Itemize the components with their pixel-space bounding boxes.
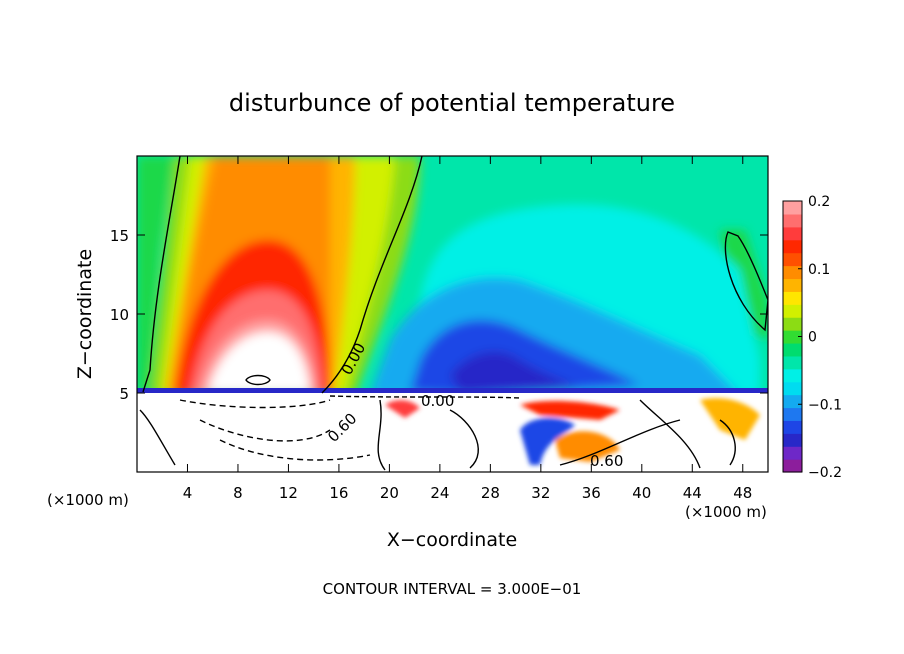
x-tick-label: 36 — [582, 484, 601, 502]
x-axis-label: X−coordinate — [387, 529, 517, 551]
contour-lower-1 — [139, 409, 176, 466]
x-unit-right: (×1000 m) — [685, 503, 767, 521]
lower-warm-patch-2 — [520, 400, 620, 420]
contour-label: 0.00 — [421, 392, 454, 410]
lower-layer — [137, 393, 768, 472]
colorbar — [783, 201, 802, 473]
colorbar-swatch — [783, 226, 802, 241]
x-tick-label: 28 — [481, 484, 500, 502]
y-axis-label: Z−coordinate — [74, 249, 96, 379]
field-right-green — [720, 230, 768, 340]
contour-lower-dashed-2 — [199, 419, 331, 442]
inversion-band — [137, 388, 768, 393]
plume-core — [208, 332, 310, 392]
contour-lower-5 — [639, 399, 701, 469]
x-tick-label: 4 — [183, 484, 193, 502]
colorbar-swatch — [783, 368, 802, 383]
colorbar-swatch — [783, 265, 802, 280]
colorbar-swatch — [783, 433, 802, 447]
colorbar-swatch — [783, 201, 802, 215]
lower-cold-patch — [520, 418, 575, 465]
y-tick-label: 15 — [110, 227, 129, 245]
colorbar-swatch — [783, 355, 802, 370]
colorbar-tick-label: 0.2 — [808, 194, 830, 210]
plot-area — [137, 156, 768, 472]
colorbar-ticks: 0.2 0.1 0 −0.1 −0.2 — [798, 194, 842, 481]
colorbar-swatch — [783, 239, 802, 254]
field-left-green — [137, 156, 175, 395]
colorbar-swatch — [783, 291, 802, 305]
x-axis-ticks: 4 8 12 16 20 24 28 32 36 40 44 48 — [183, 156, 752, 502]
x-tick-label: 16 — [329, 484, 348, 502]
colorbar-tick-label: −0.1 — [808, 397, 842, 413]
lower-warm-patch-1 — [385, 400, 420, 418]
colorbar-swatch — [783, 304, 802, 318]
contour-zero-left — [142, 156, 181, 393]
contour-interval-note: CONTOUR INTERVAL = 3.000E−01 — [323, 580, 582, 598]
lower-warm-patch-3 — [555, 431, 620, 462]
y-tick-label: 10 — [110, 306, 129, 324]
contour-zero-plume — [321, 156, 423, 394]
colorbar-swatch — [783, 420, 802, 434]
contour-lower-3 — [449, 409, 479, 469]
x-tick-label: 8 — [233, 484, 243, 502]
contour-plume-core — [245, 374, 271, 386]
x-tick-label: 12 — [279, 484, 298, 502]
lower-warm-patch-4 — [700, 398, 760, 440]
x-tick-label: 40 — [632, 484, 651, 502]
colorbar-swatch — [783, 394, 802, 409]
contour-label: 0.60 — [590, 452, 623, 470]
colorbar-swatch — [783, 446, 802, 460]
contour-lower-dashed-1 — [179, 399, 331, 409]
colorbar-tick-label: 0 — [808, 330, 817, 346]
colorbar-swatch — [783, 330, 802, 344]
contour-lower-2 — [377, 399, 386, 471]
colorbar-swatch — [783, 252, 802, 267]
contour-inversion-dashed — [329, 395, 521, 399]
contour-lower-dashed-3 — [219, 439, 371, 461]
colorbar-swatch — [783, 407, 802, 421]
field-darkblue-region — [450, 351, 580, 392]
colorbar-tick-label: 0.1 — [808, 262, 830, 278]
colorbar-swatch — [783, 342, 802, 357]
colorbar-swatch — [783, 381, 802, 396]
contour-zero-right — [724, 231, 768, 332]
y-tick-label: 5 — [119, 385, 129, 403]
colorbar-swatch — [783, 278, 802, 292]
x-unit-left: (×1000 m) — [47, 491, 129, 509]
contour-lines — [139, 156, 768, 471]
colorbar-swatch — [783, 317, 802, 331]
x-tick-label: 24 — [430, 484, 449, 502]
colorbar-swatch — [783, 213, 802, 228]
x-tick-label: 32 — [531, 484, 550, 502]
y-axis-ticks: 5 10 15 — [110, 227, 768, 403]
colorbar-swatch — [783, 459, 802, 473]
chart-title: disturbunce of potential temperature — [229, 89, 675, 117]
colorbar-tick-label: −0.2 — [808, 465, 842, 481]
contour-lower-6 — [719, 419, 736, 466]
x-tick-label: 44 — [683, 484, 702, 502]
x-tick-label: 48 — [733, 484, 752, 502]
x-tick-label: 20 — [380, 484, 399, 502]
